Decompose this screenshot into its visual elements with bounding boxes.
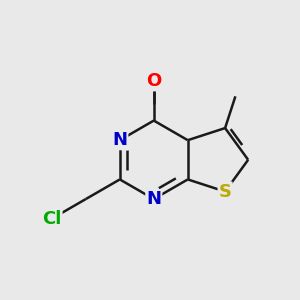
Text: N: N xyxy=(112,131,127,149)
Text: Cl: Cl xyxy=(42,210,62,228)
Text: O: O xyxy=(146,72,161,90)
Text: N: N xyxy=(146,190,161,208)
Text: S: S xyxy=(219,183,232,201)
